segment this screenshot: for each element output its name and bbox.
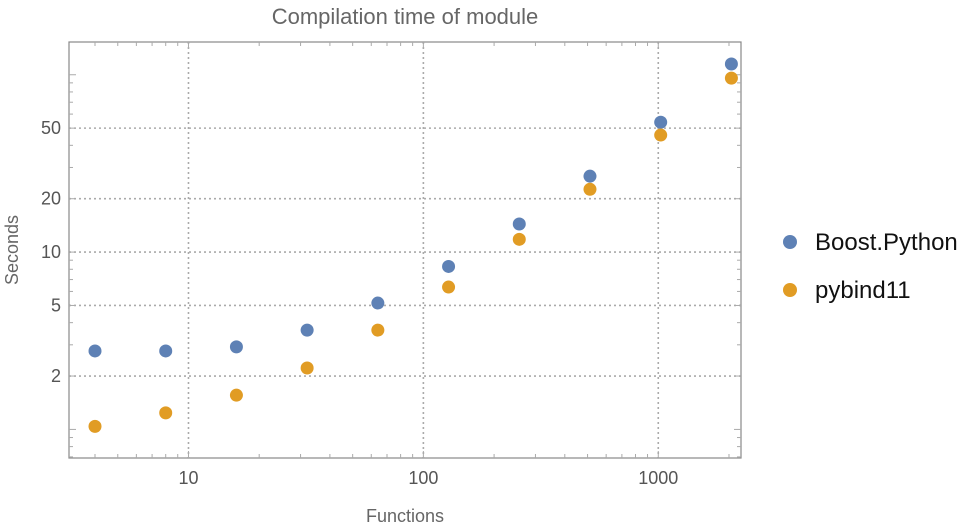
- grid: [69, 42, 741, 458]
- data-point-pybind11: [300, 361, 314, 375]
- data-point-boost-python: [654, 115, 668, 129]
- y-tick-label: 50: [41, 118, 61, 138]
- y-tick-label: 2: [51, 366, 61, 386]
- y-tick-label: 20: [41, 189, 61, 209]
- data-point-pybind11: [371, 323, 385, 337]
- plot-frame: [68, 41, 742, 459]
- x-tick-label: 10: [178, 468, 198, 488]
- legend: Boost.Python pybind11: [783, 229, 958, 304]
- x-axis-label: Functions: [366, 506, 444, 525]
- data-point-boost-python: [512, 217, 526, 231]
- data-point-boost-python: [583, 169, 597, 183]
- legend-marker-boost-python: [783, 235, 797, 249]
- data-point-pybind11: [159, 406, 173, 420]
- x-tick-label: 100: [408, 468, 438, 488]
- data-point-boost-python: [724, 57, 738, 71]
- data-point-boost-python: [442, 259, 456, 273]
- y-tick-label: 5: [51, 295, 61, 315]
- y-axis-label: Seconds: [2, 215, 22, 285]
- x-tick-label: 1000: [638, 468, 678, 488]
- data-point-boost-python: [300, 323, 314, 337]
- data-point-boost-python: [371, 296, 385, 310]
- data-point-pybind11: [654, 128, 668, 142]
- data-points: [88, 57, 738, 433]
- data-point-pybind11: [724, 71, 738, 85]
- chart-title: Compilation time of module: [272, 4, 539, 29]
- data-point-pybind11: [442, 280, 456, 294]
- legend-marker-pybind11: [783, 283, 797, 297]
- data-point-boost-python: [159, 344, 173, 358]
- data-point-boost-python: [88, 344, 102, 358]
- legend-label-boost-python: Boost.Python: [815, 229, 958, 256]
- data-point-pybind11: [512, 232, 526, 246]
- data-point-pybind11: [229, 388, 243, 402]
- data-point-boost-python: [229, 340, 243, 354]
- data-point-pybind11: [88, 419, 102, 433]
- y-tick-label: 10: [41, 242, 61, 262]
- ticks: 10 100 1000 2 5 10 20 50: [41, 42, 741, 488]
- legend-label-pybind11: pybind11: [815, 277, 911, 304]
- data-point-pybind11: [583, 182, 597, 196]
